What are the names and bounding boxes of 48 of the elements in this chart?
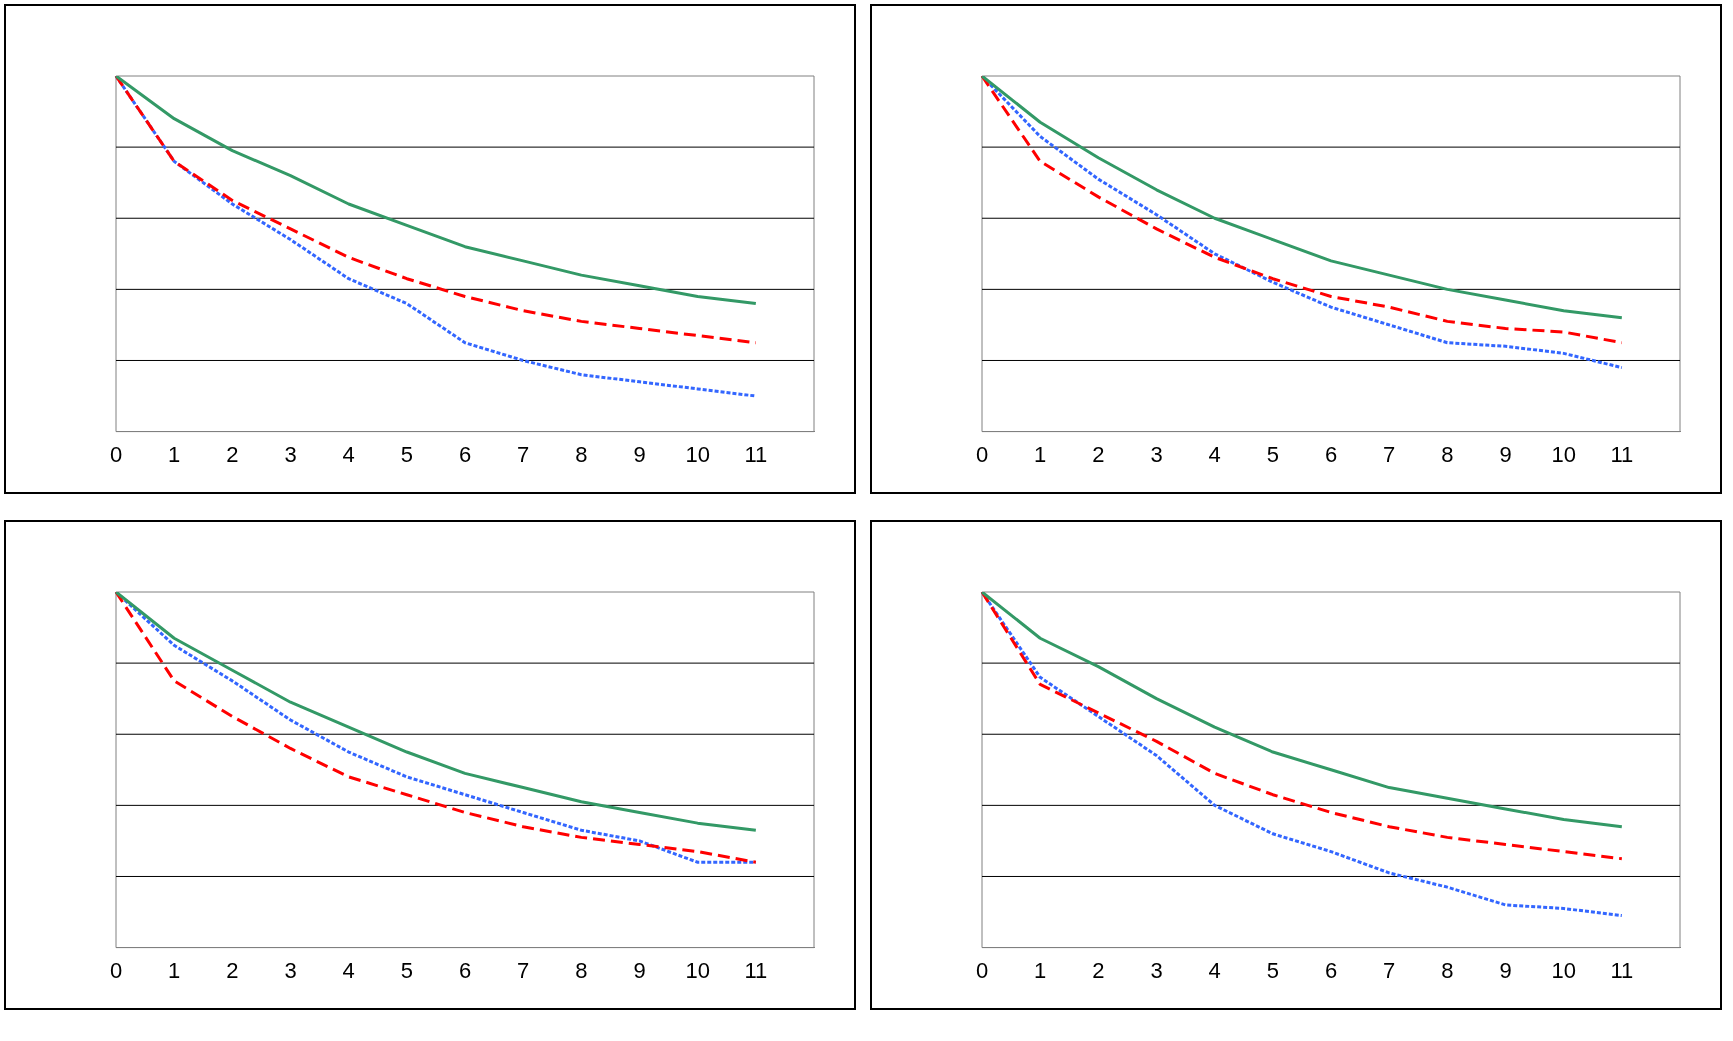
x-tick-label: 1	[168, 441, 181, 467]
x-tick-label: 11	[1610, 957, 1634, 983]
x-tick-label: 10	[1551, 441, 1576, 467]
x-tick-label: 8	[575, 441, 588, 467]
x-tick-label: 4	[342, 957, 355, 983]
x-tick-label: 0	[975, 441, 989, 467]
x-tick-label: 3	[1150, 957, 1163, 983]
x-tick-label: 10	[1551, 957, 1576, 983]
x-tick-label: 9	[1499, 957, 1512, 983]
x-tick-label: 3	[284, 441, 297, 467]
x-tick-label: 10	[685, 441, 710, 467]
x-tick-label: 2	[1092, 441, 1105, 467]
x-tick-label: 11	[1610, 441, 1634, 467]
x-tick-label: 5	[1266, 441, 1279, 467]
x-tick-label: 8	[575, 957, 588, 983]
x-tick-label: 1	[1034, 441, 1047, 467]
x-tick-label: 0	[109, 441, 123, 467]
x-tick-label: 6	[1324, 441, 1338, 467]
x-tick-label: 6	[1324, 957, 1338, 983]
x-tick-label: 1	[168, 957, 181, 983]
x-tick-label: 9	[633, 441, 646, 467]
x-tick-label: 7	[1383, 441, 1396, 467]
x-tick-label: 1	[1034, 957, 1047, 983]
x-tick-label: 11	[744, 957, 768, 983]
x-tick-label: 2	[226, 957, 239, 983]
x-tick-label: 2	[226, 441, 239, 467]
x-tick-label: 4	[1208, 957, 1221, 983]
x-tick-label: 9	[633, 957, 646, 983]
x-tick-label: 9	[1499, 441, 1512, 467]
x-tick-label: 5	[1266, 957, 1279, 983]
x-tick-label: 5	[400, 441, 413, 467]
x-tick-label: 3	[284, 957, 297, 983]
x-tick-label: 4	[1208, 441, 1221, 467]
x-tick-label: 10	[685, 957, 710, 983]
x-tick-label: 7	[517, 441, 530, 467]
x-tick-label: 3	[1150, 441, 1163, 467]
x-tick-label: 2	[1092, 957, 1105, 983]
x-tick-label: 8	[1441, 957, 1454, 983]
x-tick-label: 5	[400, 957, 413, 983]
x-tick-label: 7	[517, 957, 530, 983]
x-tick-label: 6	[458, 441, 472, 467]
x-tick-label: 0	[109, 957, 123, 983]
x-tick-label: 4	[342, 441, 355, 467]
x-tick-label: 6	[458, 957, 472, 983]
x-tick-label: 0	[975, 957, 989, 983]
x-tick-label: 7	[1383, 957, 1396, 983]
x-tick-label: 8	[1441, 441, 1454, 467]
x-tick-label: 11	[744, 441, 768, 467]
